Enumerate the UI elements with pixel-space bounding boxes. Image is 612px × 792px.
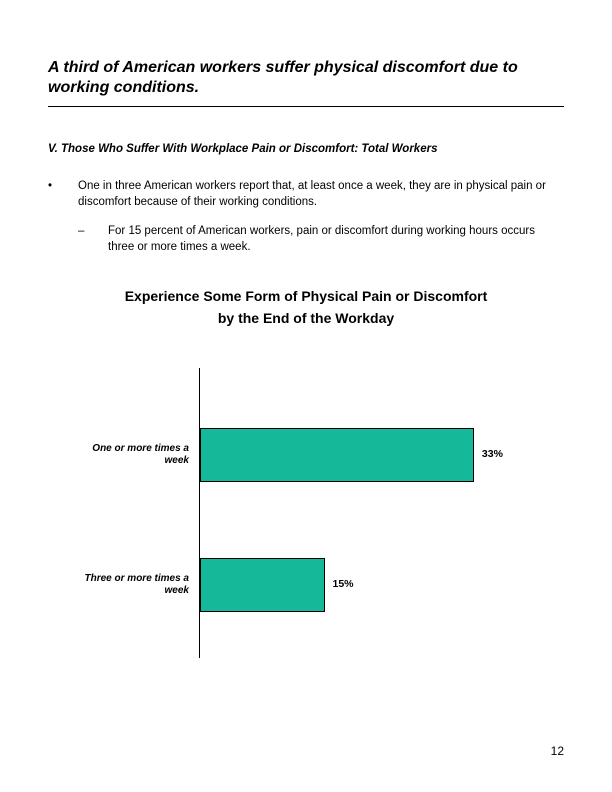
bullet-text: One in three American workers report tha… (78, 179, 564, 210)
subbullet-item: – For 15 percent of American workers, pa… (78, 224, 564, 255)
chart-title-line1: Experience Some Form of Physical Pain or… (125, 288, 488, 304)
bullet-item: • One in three American workers report t… (48, 179, 564, 210)
bar-chart: One or more times aweek 33% Three or more … (48, 368, 564, 658)
bullet-marker: • (48, 179, 78, 210)
section-heading: V. Those Who Suffer With Workplace Pain … (48, 143, 564, 155)
chart-bar-label: Three or more times aweek (48, 573, 189, 597)
y-axis (199, 368, 200, 658)
page-title: A third of American workers suffer physi… (48, 58, 564, 98)
chart-value-label: 33% (482, 448, 503, 460)
chart-bar (200, 428, 474, 482)
page-number: 12 (551, 744, 564, 758)
chart-bar (200, 558, 325, 612)
chart-title: Experience Some Form of Physical Pain or… (48, 285, 564, 330)
chart-value-label: 15% (333, 578, 354, 590)
subbullet-marker: – (78, 224, 108, 255)
chart-title-line2: by the End of the Workday (218, 310, 394, 326)
chart-bar-label: One or more times aweek (48, 443, 189, 467)
subbullet-text: For 15 percent of American workers, pain… (108, 224, 564, 255)
title-rule (48, 106, 564, 107)
